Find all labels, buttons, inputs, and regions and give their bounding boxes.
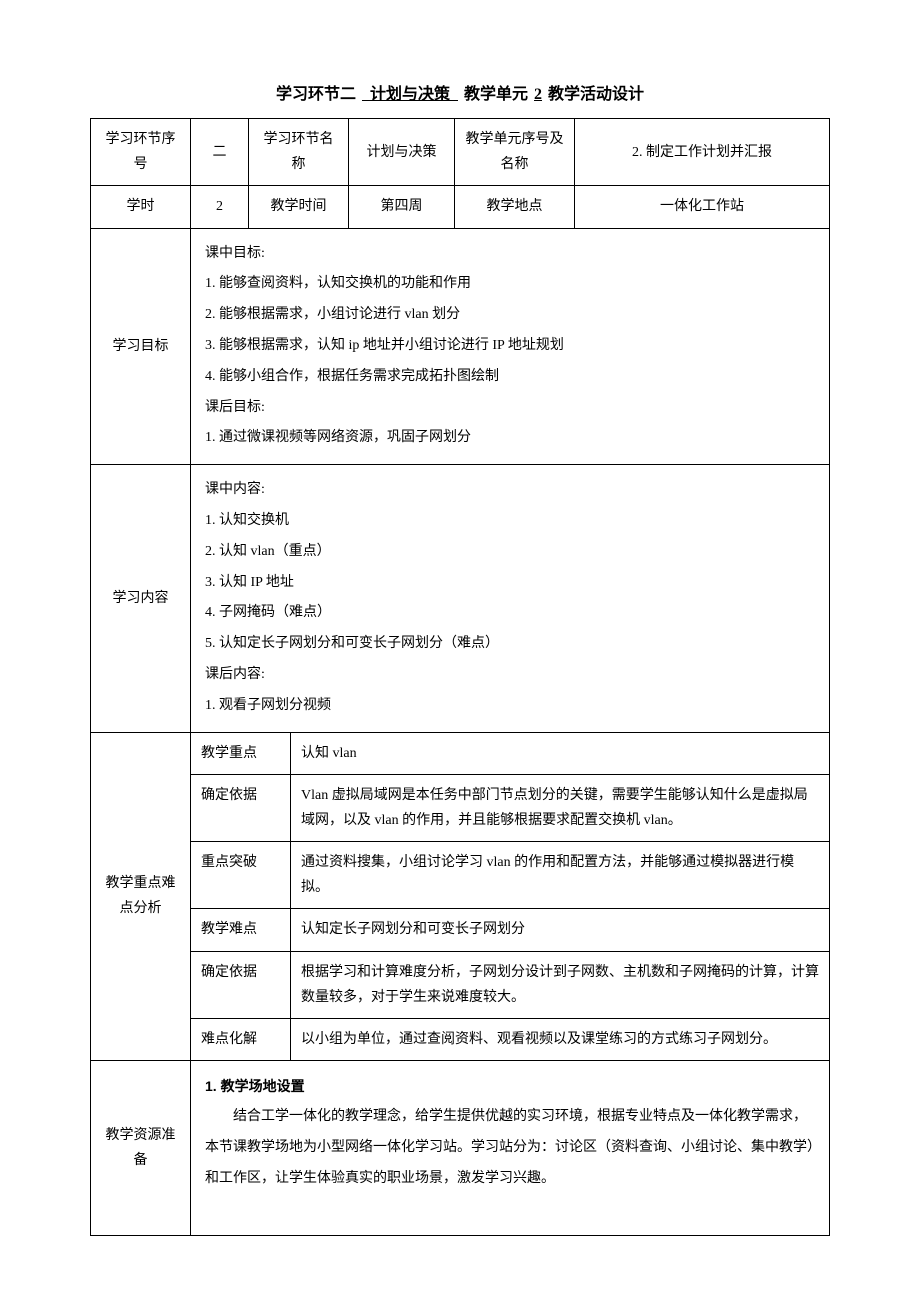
key-row-2: 重点突破 通过资料搜集，小组讨论学习 vlan 的作用和配置方法，并能够通过模拟…: [91, 842, 830, 909]
hdr-time-val: 第四周: [349, 186, 455, 228]
title-suffix: 教学活动设计: [548, 86, 644, 103]
hdr-hours-val: 2: [191, 186, 249, 228]
title-prefix: 学习环节二: [276, 86, 356, 103]
goal-line: 1. 通过微课视频等网络资源，巩固子网划分: [205, 423, 815, 454]
title-mid1: 计划与决策: [360, 86, 460, 103]
key-right: 认知定长子网划分和可变长子网划分: [291, 909, 830, 951]
key-right: Vlan 虚拟局域网是本任务中部门节点划分的关键，需要学生能够认知什么是虚拟局域…: [291, 774, 830, 841]
content-line: 课后内容:: [205, 660, 815, 691]
goal-line: 2. 能够根据需求，小组讨论进行 vlan 划分: [205, 300, 815, 331]
hdr-hours-label: 学时: [91, 186, 191, 228]
key-left: 教学重点: [191, 732, 291, 774]
header-row-2: 学时 2 教学时间 第四周 教学地点 一体化工作站: [91, 186, 830, 228]
key-row-1: 确定依据 Vlan 虚拟局域网是本任务中部门节点划分的关键，需要学生能够认知什么…: [91, 774, 830, 841]
lesson-table: 学习环节序号 二 学习环节名称 计划与决策 教学单元序号及名称 2. 制定工作计…: [90, 118, 830, 1236]
content-line: 1. 观看子网划分视频: [205, 691, 815, 722]
resources-heading: 1. 教学场地设置: [205, 1071, 815, 1102]
study-content-row: 学习内容 课中内容: 1. 认知交换机 2. 认知 vlan（重点） 3. 认知…: [91, 465, 830, 732]
content-line: 2. 认知 vlan（重点）: [205, 537, 815, 568]
study-content-body: 课中内容: 1. 认知交换机 2. 认知 vlan（重点） 3. 认知 IP 地…: [191, 465, 830, 732]
key-left: 重点突破: [191, 842, 291, 909]
content-line: 课中内容:: [205, 475, 815, 506]
key-row-3: 教学难点 认知定长子网划分和可变长子网划分: [91, 909, 830, 951]
key-left: 教学难点: [191, 909, 291, 951]
page-title: 学习环节二 计划与决策 教学单元 2 教学活动设计: [90, 80, 830, 104]
hdr-place-label: 教学地点: [455, 186, 575, 228]
content-line: 3. 认知 IP 地址: [205, 568, 815, 599]
study-goal-content: 课中目标: 1. 能够查阅资料，认知交换机的功能和作用 2. 能够根据需求，小组…: [191, 228, 830, 465]
goal-line: 课后目标:: [205, 393, 815, 424]
hdr-name-val: 计划与决策: [349, 119, 455, 186]
goal-line: 1. 能够查阅资料，认知交换机的功能和作用: [205, 269, 815, 300]
resources-label: 教学资源准备: [91, 1061, 191, 1236]
key-analysis-label: 教学重点难点分析: [91, 732, 191, 1061]
title-mid3: 2: [532, 86, 544, 103]
resources-text: 结合工学一体化的教学理念，给学生提供优越的实习环境，根据专业特点及一体化教学需求…: [205, 1102, 815, 1194]
hdr-name-label: 学习环节名称: [249, 119, 349, 186]
key-row-0: 教学重点难点分析 教学重点 认知 vlan: [91, 732, 830, 774]
key-row-4: 确定依据 根据学习和计算难度分析，子网划分设计到子网数、主机数和子网掩码的计算，…: [91, 951, 830, 1018]
content-line: 1. 认知交换机: [205, 506, 815, 537]
study-goal-row: 学习目标 课中目标: 1. 能够查阅资料，认知交换机的功能和作用 2. 能够根据…: [91, 228, 830, 465]
key-left: 确定依据: [191, 774, 291, 841]
key-right: 以小组为单位，通过查阅资料、观看视频以及课堂练习的方式练习子网划分。: [291, 1019, 830, 1061]
goal-line: 4. 能够小组合作，根据任务需求完成拓扑图绘制: [205, 362, 815, 393]
title-mid2: 教学单元: [464, 86, 528, 103]
hdr-unit-val: 2. 制定工作计划并汇报: [575, 119, 830, 186]
key-right: 通过资料搜集，小组讨论学习 vlan 的作用和配置方法，并能够通过模拟器进行模拟…: [291, 842, 830, 909]
key-left: 确定依据: [191, 951, 291, 1018]
content-line: 5. 认知定长子网划分和可变长子网划分（难点）: [205, 629, 815, 660]
hdr-seq-label: 学习环节序号: [91, 119, 191, 186]
header-row-1: 学习环节序号 二 学习环节名称 计划与决策 教学单元序号及名称 2. 制定工作计…: [91, 119, 830, 186]
hdr-seq-val: 二: [191, 119, 249, 186]
hdr-time-label: 教学时间: [249, 186, 349, 228]
key-right: 认知 vlan: [291, 732, 830, 774]
key-row-5: 难点化解 以小组为单位，通过查阅资料、观看视频以及课堂练习的方式练习子网划分。: [91, 1019, 830, 1061]
goal-line: 课中目标:: [205, 239, 815, 270]
study-goal-label: 学习目标: [91, 228, 191, 465]
resources-row: 教学资源准备 1. 教学场地设置 结合工学一体化的教学理念，给学生提供优越的实习…: [91, 1061, 830, 1236]
hdr-place-val: 一体化工作站: [575, 186, 830, 228]
hdr-unit-label: 教学单元序号及名称: [455, 119, 575, 186]
study-content-label: 学习内容: [91, 465, 191, 732]
goal-line: 3. 能够根据需求，认知 ip 地址并小组讨论进行 IP 地址规划: [205, 331, 815, 362]
key-left: 难点化解: [191, 1019, 291, 1061]
content-line: 4. 子网掩码（难点）: [205, 598, 815, 629]
key-right: 根据学习和计算难度分析，子网划分设计到子网数、主机数和子网掩码的计算，计算数量较…: [291, 951, 830, 1018]
resources-body: 1. 教学场地设置 结合工学一体化的教学理念，给学生提供优越的实习环境，根据专业…: [191, 1061, 830, 1236]
